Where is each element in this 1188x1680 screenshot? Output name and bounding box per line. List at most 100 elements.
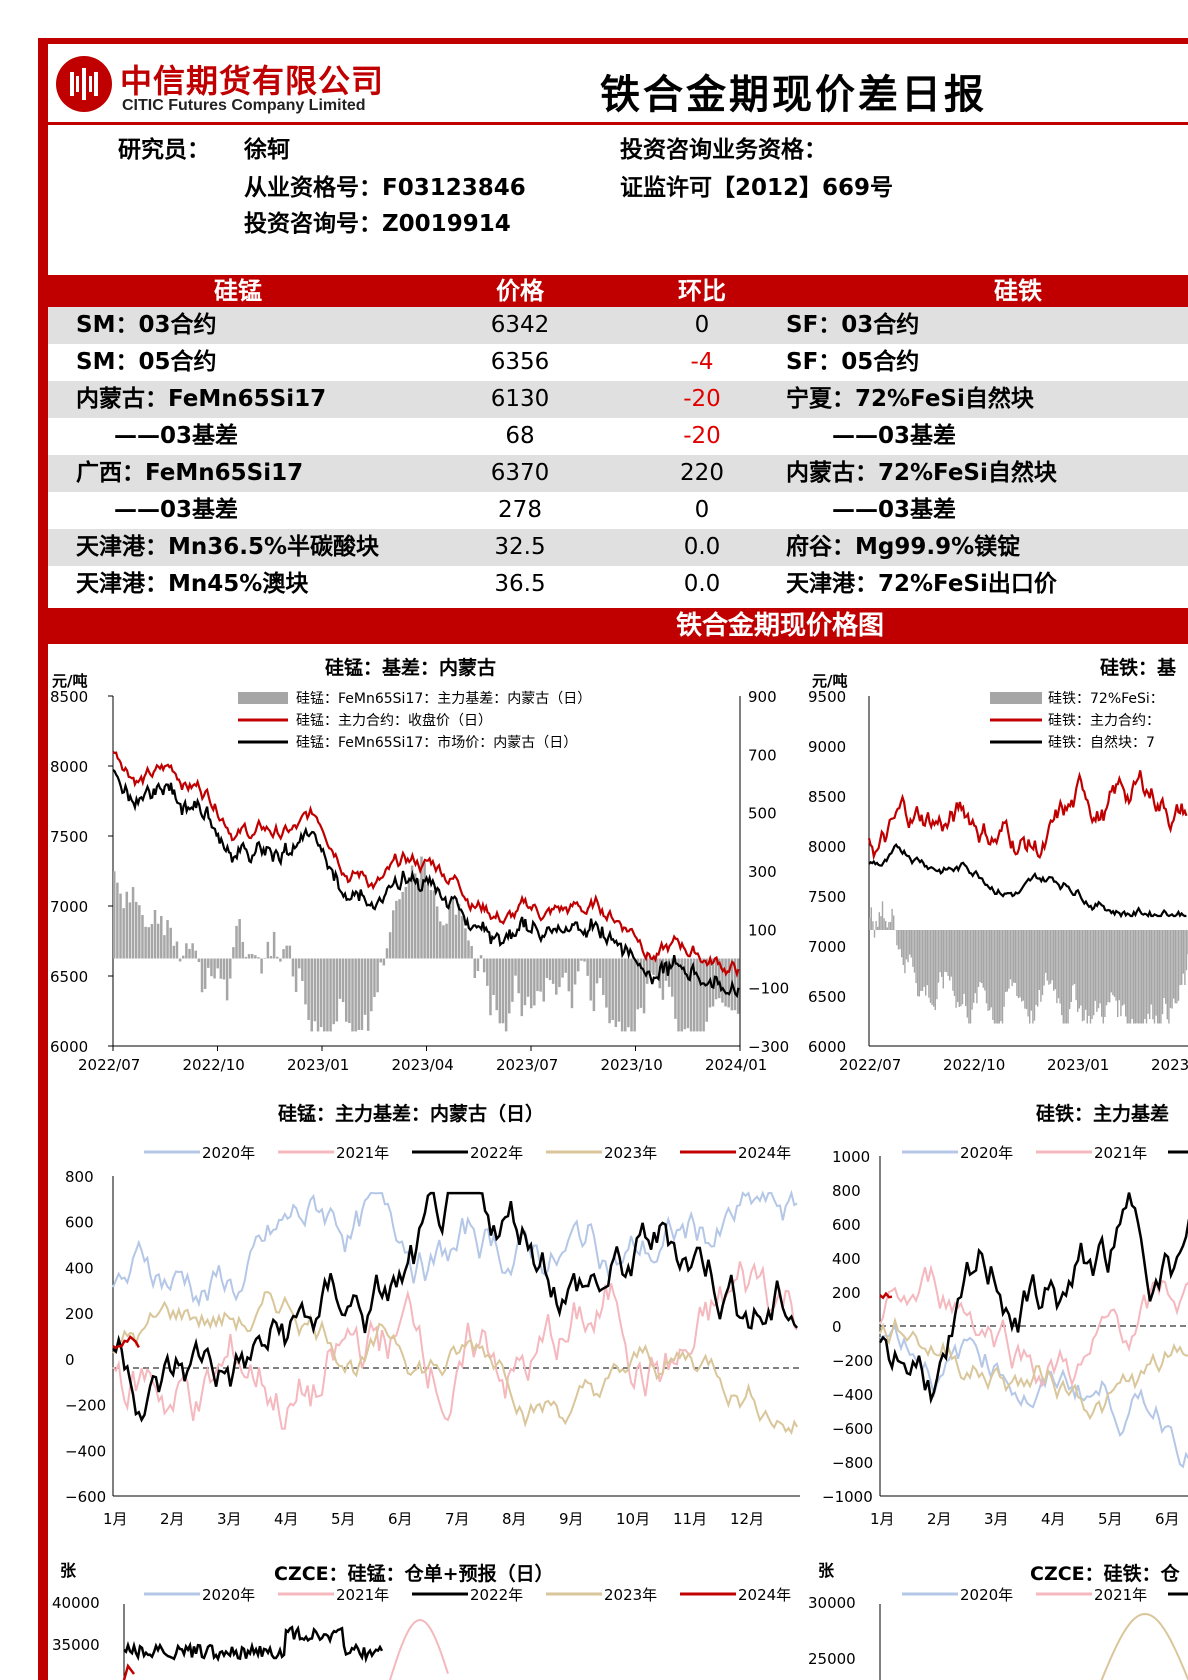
chart1-basis-bar — [291, 958, 295, 977]
chart1-basis-bar — [219, 958, 223, 979]
chart1-basis-bar — [580, 958, 583, 961]
chart2-basis-bar — [1160, 930, 1162, 1024]
chart1-basis-bar — [304, 958, 307, 1005]
c4-series-2023 — [879, 1316, 1188, 1421]
chart2-basis-bar — [1142, 930, 1144, 1024]
table-row: SM：03合约 6342 0 SF：03合约 — [48, 307, 1188, 344]
chart2-basis-bar — [1121, 930, 1124, 1006]
chart1-basis-bar — [636, 958, 640, 1010]
chart1-basis-bar — [257, 957, 260, 959]
chart1-y2-tick: 100 — [748, 921, 777, 939]
chart2-basis-bar — [929, 930, 932, 1003]
chart2-basis-bar — [1077, 930, 1079, 1013]
chart1-basis-bar — [388, 932, 392, 959]
chart1-legend-basis: 硅锰：FeMn65Si17：主力基差：内蒙古（日） — [296, 690, 591, 707]
row-change: 0 — [694, 497, 710, 523]
chart2-basis-bar — [918, 930, 920, 997]
chart2-basis-bar — [936, 930, 938, 1000]
chart1-basis-bar — [297, 958, 301, 969]
chart2-y-tick: 8500 — [808, 788, 846, 806]
table-row: 天津港：Mn45%澳块 36.5 0.0 天津港：72%FeSi出口价 — [48, 566, 1188, 603]
row-name: ——03基差 — [114, 423, 239, 449]
c4-x-tick: 5月 — [1098, 1510, 1123, 1528]
c3-y-tick: 400 — [65, 1259, 94, 1277]
chart2-basis-bar — [1153, 930, 1156, 1024]
chart1-basis-bar — [442, 925, 445, 959]
chart1-basis-bar — [526, 958, 530, 997]
row-name: ——03基差 — [114, 497, 239, 523]
c4-y-tick: 600 — [832, 1216, 861, 1234]
c3-x-tick: 12月 — [730, 1510, 764, 1528]
chart2-basis-bar — [889, 921, 892, 930]
chart2-market-price-line — [868, 842, 1187, 919]
c3-y-tick: −200 — [65, 1397, 106, 1415]
chart2-basis-bar — [1177, 930, 1180, 1001]
chart2-basis-bar — [1000, 930, 1002, 1022]
c4-y-tick: −200 — [832, 1352, 873, 1370]
chart2-basis-bar — [1168, 930, 1170, 1024]
chart1-basis-bar — [122, 908, 125, 959]
chart1-basis-bar — [376, 958, 379, 993]
chart2-basis-bar — [982, 930, 984, 988]
chart2-basis-bar — [1019, 930, 1021, 998]
chart1-basis-bar — [624, 958, 627, 1032]
chart1-basis-bar — [661, 958, 665, 1000]
c3-y-tick: 0 — [65, 1351, 75, 1369]
chart1-x-tick: 2023/04 — [392, 1056, 454, 1074]
chart2-basis-bar — [1123, 930, 1125, 1005]
chart2-basis-bar — [965, 930, 967, 1007]
chart2-futures-close-line — [867, 770, 1188, 861]
chart2-basis-bar — [1086, 930, 1088, 1024]
c3-x-tick: 11月 — [673, 1510, 707, 1528]
chart2-basis-bar — [869, 917, 871, 930]
chart2-basis-bar — [937, 930, 940, 983]
left-red-bar — [38, 38, 48, 1680]
chart1-basis-bar — [492, 958, 495, 995]
chart2-basis-bar — [1113, 930, 1116, 997]
chart2-basis-bar — [1120, 930, 1122, 1017]
chart2-legend-basis: 硅铁：72%FeSi： — [1048, 691, 1164, 707]
chart2-basis-bar — [872, 921, 874, 930]
chart2-basis-bar — [923, 930, 925, 987]
chart1-basis-bar — [175, 941, 179, 959]
c3-y-tick: 800 — [65, 1168, 94, 1186]
chart1-basis-bar — [614, 958, 618, 1027]
chart3-legend-label: 2021年 — [336, 1144, 389, 1162]
chart1-basis-bar — [191, 943, 194, 959]
chart1-y-tick: 6000 — [50, 1038, 88, 1056]
col-header-change: 环比 — [678, 277, 726, 305]
chart1-basis-bar — [570, 958, 574, 1009]
chart1-basis-bar — [263, 957, 266, 959]
chart2-basis-bar — [1149, 930, 1151, 1020]
chart1-basis-bar — [576, 958, 580, 972]
row-change: 0.0 — [683, 534, 721, 560]
chart2-basis-bar — [1065, 930, 1068, 1024]
chart2-basis-bar — [1003, 930, 1005, 1007]
c4-x-tick: 3月 — [984, 1510, 1009, 1528]
chart2-basis-bar — [905, 930, 908, 960]
chart2-basis-bar — [997, 930, 999, 1024]
chart2-basis-bar — [881, 901, 884, 930]
chart2-basis-bar — [963, 930, 965, 994]
chart1-basis-bar — [232, 947, 235, 959]
row-change: 220 — [680, 460, 724, 486]
chart1-basis-bar — [589, 958, 593, 1001]
chart1-basis-bar — [282, 949, 285, 959]
chart2-basis-bar — [961, 930, 964, 1005]
chart1-y2-tick: −300 — [748, 1038, 789, 1056]
chart6-y-tick: 30000 — [808, 1594, 856, 1612]
chart1-basis-bar — [354, 958, 357, 1032]
researcher-label: 研究员： — [118, 137, 210, 163]
chart1-basis-bar — [260, 958, 263, 974]
chart2-x-tick: 2022/07 — [839, 1056, 901, 1074]
chart2-basis-bar — [974, 930, 976, 994]
chart2-basis-bar — [1112, 930, 1114, 996]
chart2-basis-bar — [941, 930, 943, 977]
chart2-basis-bar — [989, 930, 991, 1011]
c3-y-tick: 600 — [65, 1214, 94, 1232]
consulting-qualification-title: 投资咨询业务资格： — [620, 137, 827, 163]
chart1-basis-bar — [153, 910, 157, 959]
chart2-basis-bar — [958, 930, 960, 1007]
chart1-basis-bar — [392, 910, 395, 959]
chart1-basis-bar — [542, 958, 546, 1002]
